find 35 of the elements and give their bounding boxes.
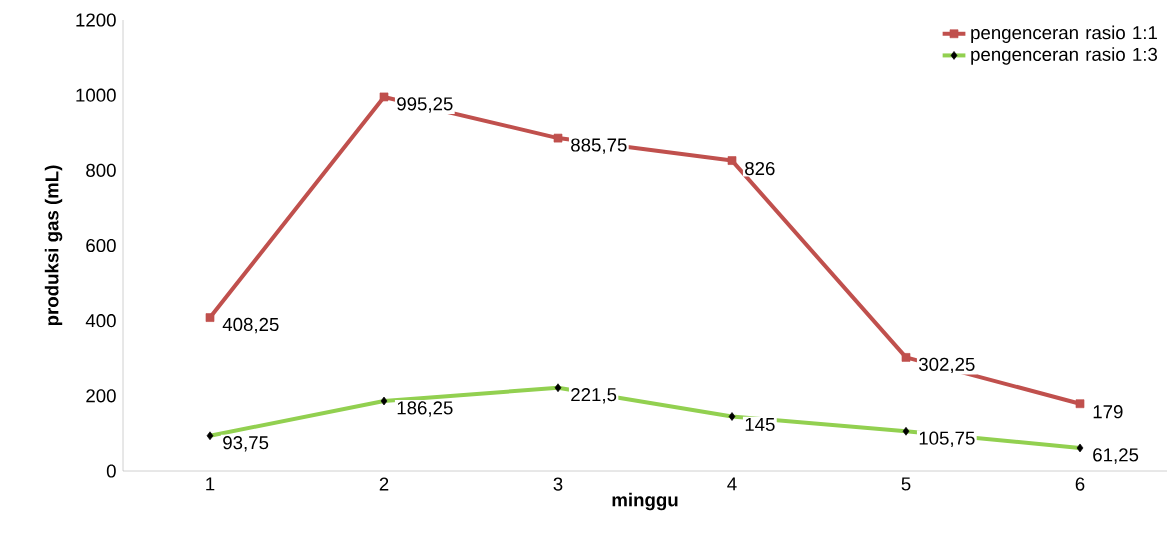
- y-tick-label: 200: [86, 389, 116, 403]
- y-tick-label: 1200: [76, 13, 116, 27]
- x-tick-label: 3: [553, 477, 563, 491]
- y-tick-label: 600: [86, 238, 116, 253]
- legend-label: pengenceran rasio 1:1: [971, 25, 1157, 43]
- point: [727, 156, 737, 165]
- x-tick-label: 2: [379, 477, 389, 491]
- data-label: 826: [745, 161, 775, 176]
- y-tick-label: 800: [86, 163, 116, 177]
- point: [1075, 399, 1085, 409]
- legend-label: pengenceran rasio 1:3: [971, 47, 1158, 65]
- data-label: 93,75: [223, 436, 269, 452]
- x-tick-label: 4: [727, 477, 737, 491]
- x-axis-title: minggu: [612, 492, 678, 511]
- data-label: 186,25: [397, 401, 453, 417]
- point: [205, 313, 215, 322]
- point: [553, 133, 563, 143]
- x-tick-label: 6: [1075, 477, 1085, 491]
- y-axis-title: produksi gas (mL): [44, 165, 63, 326]
- data-label: 408,25: [222, 317, 279, 334]
- data-label: 995,25: [397, 97, 453, 113]
- data-label: 145: [745, 418, 775, 432]
- point: [379, 92, 389, 102]
- data-label: 302,25: [918, 357, 975, 374]
- data-label: 61,25: [1093, 448, 1139, 464]
- data-label: 221,5: [571, 388, 617, 404]
- y-tick-label: 1000: [76, 88, 116, 102]
- data-label: 179: [1093, 405, 1123, 419]
- data-label: 885,75: [571, 138, 627, 154]
- x-tick-label: 1: [206, 477, 215, 491]
- y-tick-label: 400: [85, 314, 116, 328]
- data-label: 105,75: [919, 431, 975, 447]
- point: [901, 353, 911, 362]
- x-tick-label: 5: [901, 477, 911, 491]
- y-tick-label: 0: [106, 464, 116, 478]
